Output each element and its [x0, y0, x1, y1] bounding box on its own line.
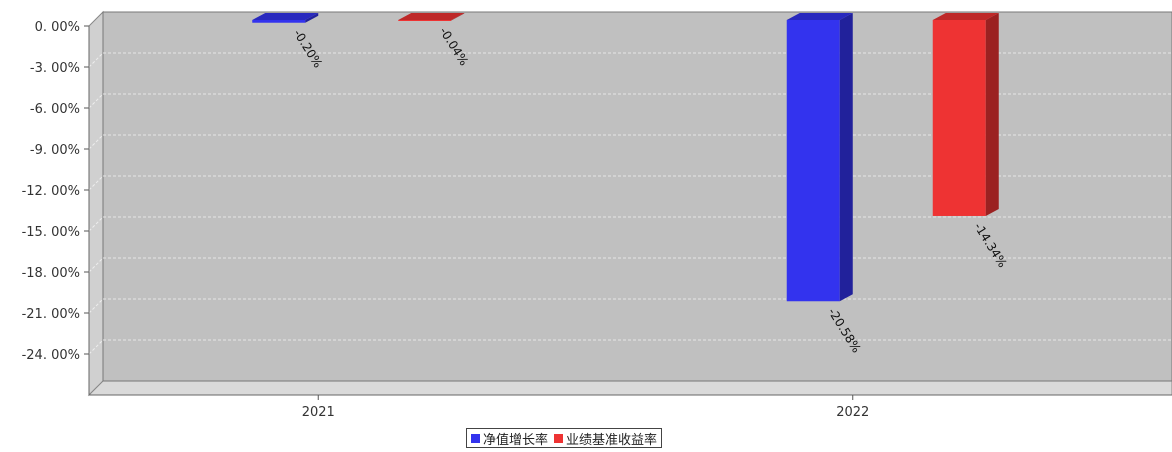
bar-side — [451, 13, 465, 21]
x-tick-label: 2021 — [302, 405, 335, 420]
bar-2-2022 — [932, 13, 999, 216]
y-tick-label: -9. 00% — [30, 143, 80, 158]
bar-front — [932, 20, 986, 216]
bar-top — [786, 13, 853, 20]
gridline-wall — [88, 52, 104, 68]
gridline-wall — [88, 216, 104, 232]
y-tick-label: -6. 00% — [30, 102, 80, 117]
bar-front — [252, 20, 306, 23]
plot-area — [102, 11, 1172, 382]
gridline-wall — [88, 134, 104, 150]
legend-swatch-series-2 — [554, 433, 564, 443]
bar-1-2022 — [786, 13, 853, 302]
bar-top — [252, 13, 319, 20]
gridline-wall — [88, 339, 104, 355]
gridline-wall — [88, 93, 104, 109]
y-tick-label: -3. 00% — [30, 61, 80, 76]
y-tick-label: -12. 00% — [22, 184, 80, 199]
legend-swatch-series-1 — [471, 433, 480, 443]
y-tick-label: -24. 00% — [22, 348, 80, 363]
y-tick-label: -21. 00% — [22, 307, 80, 322]
bar-front — [398, 20, 452, 21]
y-tick-label: -15. 00% — [22, 225, 80, 240]
left-wall — [88, 10, 104, 397]
legend-label-series-1: 净值增长率 — [483, 432, 549, 448]
y-tick-label: -18. 00% — [22, 266, 80, 281]
gridline-wall — [88, 298, 104, 314]
bar-top — [398, 13, 465, 20]
bar-1-2021 — [252, 13, 319, 23]
bar-side — [985, 13, 999, 216]
x-tick-label: 2022 — [836, 405, 869, 420]
y-tick-label: 0. 00% — [35, 20, 80, 35]
bar-side — [839, 13, 853, 302]
gridline-wall — [88, 175, 104, 191]
legend-item-series-2: 业绩基准收益率 — [554, 429, 657, 448]
bar-top — [932, 13, 999, 20]
legend-item-series-1: 净值增长率 — [471, 429, 548, 448]
floor — [87, 380, 1172, 396]
bar-front — [786, 20, 840, 302]
legend-label-series-2: 业绩基准收益率 — [566, 432, 658, 448]
bar-side — [305, 13, 319, 23]
legend: 净值增长率 业绩基准收益率 — [466, 428, 663, 448]
bar-2-2021 — [398, 13, 465, 21]
gridline-wall — [88, 257, 104, 273]
